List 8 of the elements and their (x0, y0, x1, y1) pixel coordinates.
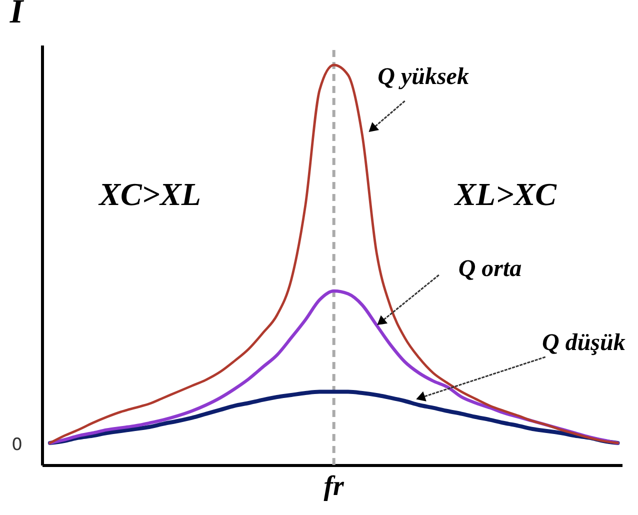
text: fr (324, 471, 344, 502)
series-label: Q yüksek (378, 64, 469, 90)
text: Q düşük (542, 330, 626, 356)
text: Q orta (458, 256, 522, 282)
annotation: XL>XC (454, 176, 558, 212)
annotation: XC>XL (98, 176, 201, 212)
text: 0 (12, 435, 22, 455)
y-axis-title: I (8, 0, 25, 30)
